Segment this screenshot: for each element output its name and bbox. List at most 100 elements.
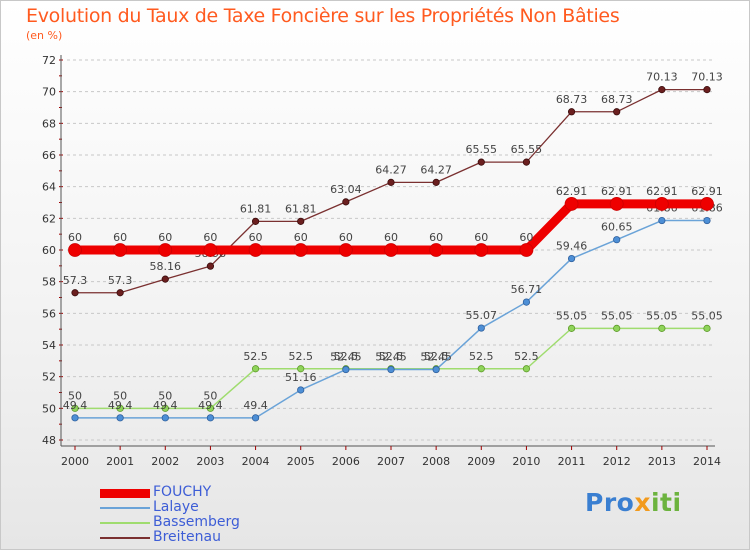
data-label: 70.13 [691,71,723,84]
legend-swatch [100,507,150,509]
data-label: 62.91 [556,185,588,198]
data-point [387,178,395,186]
x-tick-label: 2008 [422,455,450,468]
data-label: 70.13 [646,71,678,84]
data-point [297,365,305,373]
data-point [342,365,350,374]
data-label: 52.5 [379,350,404,363]
data-label: 62.91 [601,185,633,198]
data-label: 52.45 [420,351,452,364]
legend-label: Breitenau [153,529,221,545]
chart-title: Evolution du Taux de Taxe Foncière sur l… [26,5,620,27]
data-label: 64.27 [375,163,407,176]
data-label: 62.91 [691,185,723,198]
data-label: 50 [203,389,217,402]
data-label: 65.55 [511,143,543,156]
legend-label: Bassemberg [153,514,240,530]
data-label: 60 [429,231,443,244]
data-point [567,254,576,263]
data-label: 61.81 [240,202,272,215]
data-label: 55.05 [601,309,633,322]
x-tick-label: 2010 [512,455,540,468]
data-label: 59.46 [556,240,588,253]
data-point [161,414,169,422]
data-label: 55.05 [556,309,588,322]
data-point [71,414,79,422]
data-point [609,197,624,211]
data-label: 63.04 [330,183,362,196]
legend: FOUCHY Lalaye Bassemberg Breitenau [100,484,300,546]
y-tick-label: 62 [42,212,56,225]
data-point [161,404,169,412]
x-tick-label: 2003 [196,455,224,468]
data-label: 60 [203,231,217,244]
data-point [251,365,260,373]
data-label: 49.4 [153,399,178,412]
x-tick-label: 2012 [603,455,631,468]
data-label: 68.73 [601,93,633,106]
data-label: 57.3 [108,274,133,287]
legend-item: Bassemberg [100,514,300,531]
data-point [432,365,440,374]
data-point [248,243,263,257]
data-point [613,236,621,244]
data-label: 61.81 [285,202,317,215]
data-label: 52.45 [330,351,362,364]
data-point [384,243,398,257]
data-point [522,365,531,373]
x-tick-label: 2000 [61,455,89,468]
x-tick-label: 2006 [332,455,360,468]
legend-swatch [100,522,150,524]
legend-swatch [100,488,150,498]
data-label: 60 [158,231,172,244]
data-point [113,243,128,257]
data-point [703,216,711,225]
y-tick-label: 66 [42,149,56,162]
y-tick-label: 58 [42,276,56,289]
data-point [564,197,579,211]
y-tick-label: 56 [42,307,56,320]
data-point [116,289,124,297]
data-label: 57.3 [63,274,88,287]
data-point [429,243,444,257]
unit-label: (en %) [26,29,63,42]
proxiti-logo: Proxiti [585,488,682,517]
data-point [703,324,711,332]
data-label: 52.5 [243,350,268,363]
data-point [161,275,169,283]
x-tick-label: 2011 [558,455,586,468]
x-tick-label: 2007 [377,455,405,468]
x-tick-label: 2009 [467,455,495,468]
data-point [68,243,82,257]
data-point [703,86,711,94]
legend-item: FOUCHY [100,484,300,501]
data-point [387,365,395,374]
data-point [116,404,124,412]
data-label: 60.65 [601,221,633,234]
data-label: 52.45 [375,351,407,364]
data-point [432,178,440,186]
data-point [203,243,218,257]
data-point [654,197,669,211]
data-point [567,324,576,332]
data-point [158,243,173,257]
data-point [251,217,260,225]
data-point [71,289,79,297]
data-point [116,414,124,422]
y-tick-label: 68 [42,117,56,130]
y-tick-label: 48 [42,434,56,447]
data-label: 52.5 [288,350,313,363]
data-label: 55.07 [466,309,498,322]
data-point [206,262,215,270]
data-label: 52.5 [334,350,359,363]
data-point [613,324,621,332]
y-tick-label: 54 [42,339,56,352]
data-label: 64.27 [420,163,452,176]
data-label: 60 [249,231,263,244]
data-label: 62.91 [646,185,678,198]
data-point [297,217,305,225]
data-label: 49.4 [243,399,268,412]
data-point [251,414,260,422]
y-tick-label: 60 [42,244,56,257]
legend-label: FOUCHY [153,484,212,500]
